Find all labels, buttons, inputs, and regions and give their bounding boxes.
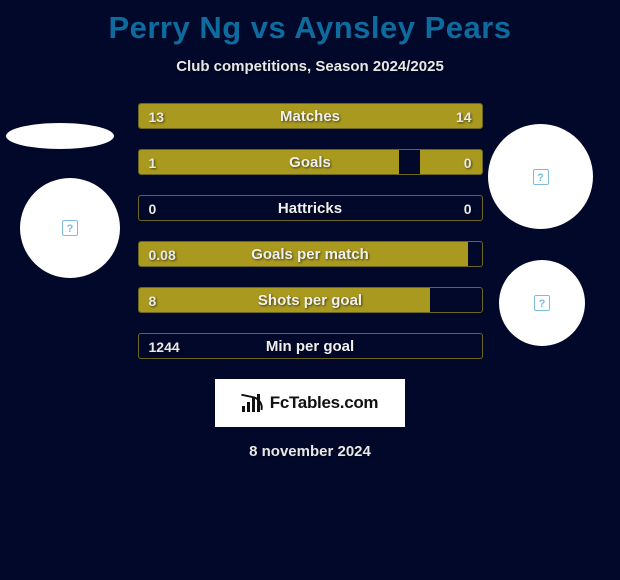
left-club-ellipse xyxy=(6,123,114,149)
stat-label: Shots per goal xyxy=(139,288,482,312)
stat-label: Goals per match xyxy=(139,242,482,266)
stat-label: Matches xyxy=(139,104,482,128)
placeholder-icon: ? xyxy=(534,295,550,311)
stat-row: 0.08Goals per match xyxy=(138,241,483,267)
fctables-logo-icon xyxy=(242,394,264,412)
stats-bars: 1314Matches 10Goals 00Hattricks 0.08Goals p… xyxy=(138,103,483,359)
stat-row: 00Hattricks xyxy=(138,195,483,221)
right-club-avatar: ? xyxy=(499,260,585,346)
stat-row: 8Shots per goal xyxy=(138,287,483,313)
stat-label: Min per goal xyxy=(139,334,482,358)
placeholder-icon: ? xyxy=(62,220,78,236)
right-player-avatar: ? xyxy=(488,124,593,229)
stat-row: 1244Min per goal xyxy=(138,333,483,359)
branding-text: FcTables.com xyxy=(270,393,379,413)
stat-row: 10Goals xyxy=(138,149,483,175)
placeholder-icon: ? xyxy=(533,169,549,185)
page-title: Perry Ng vs Aynsley Pears xyxy=(0,0,620,46)
subtitle: Club competitions, Season 2024/2025 xyxy=(0,58,620,75)
branding-badge: FcTables.com xyxy=(215,379,405,427)
date-label: 8 november 2024 xyxy=(0,443,620,460)
stat-row: 1314Matches xyxy=(138,103,483,129)
stat-label: Hattricks xyxy=(139,196,482,220)
stat-label: Goals xyxy=(139,150,482,174)
left-player-avatar: ? xyxy=(20,178,120,278)
